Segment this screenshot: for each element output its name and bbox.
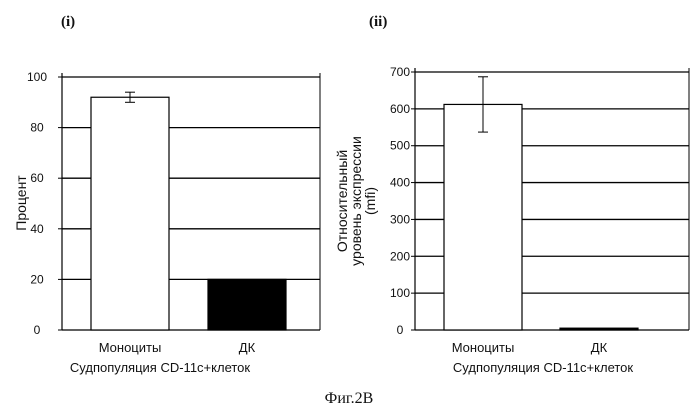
- chart-panel-ii: (ii) 0 100 200 300 400 500 600 700 Моноциты ДК Судп…: [334, 14, 689, 375]
- y-axis-title-line: Процент: [13, 175, 29, 231]
- panel-label: (i): [61, 14, 75, 30]
- panel-label: (ii): [369, 14, 387, 30]
- y-tick-label: 80: [30, 121, 44, 135]
- figure-caption: Фиг.2B: [325, 390, 374, 407]
- y-tick-label: 200: [390, 249, 410, 263]
- bar-dc: [560, 328, 638, 330]
- y-tick-label: 500: [390, 139, 410, 153]
- y-tick-label: 600: [390, 102, 410, 116]
- y-tick-label: 700: [390, 65, 410, 79]
- category-label: Моноциты: [99, 340, 162, 355]
- category-label: ДК: [239, 340, 256, 355]
- x-axis-title: Судпопуляция CD-11c+клеток: [70, 360, 250, 375]
- x-axis-title: Судпопуляция CD-11c+клеток: [453, 360, 633, 375]
- y-axis-title-line: (mfi): [362, 187, 378, 215]
- y-tick-label: 100: [390, 286, 410, 300]
- bar-monocytes: [91, 97, 169, 330]
- category-label: Моноциты: [452, 340, 515, 355]
- bar-monocytes: [444, 104, 522, 330]
- bar-dc: [208, 279, 286, 330]
- y-tick-label: 0: [34, 323, 41, 337]
- category-label: ДК: [591, 340, 608, 355]
- y-tick-label: 400: [390, 176, 410, 190]
- y-tick-label: 100: [27, 70, 47, 84]
- y-tick-label: 40: [30, 222, 44, 236]
- y-tick-label: 300: [390, 212, 410, 226]
- y-tick-label: 0: [397, 323, 404, 337]
- y-axis-title: Относительныйуровень экспрессии(mfi): [334, 136, 378, 266]
- y-tick-label: 20: [30, 272, 44, 286]
- chart-panel-i: (i) 0 20 40 60 80 100 Моноциты ДК Судпопуляция CD…: [13, 14, 320, 375]
- y-axis-title: Процент: [13, 175, 29, 231]
- y-tick-label: 60: [30, 171, 44, 185]
